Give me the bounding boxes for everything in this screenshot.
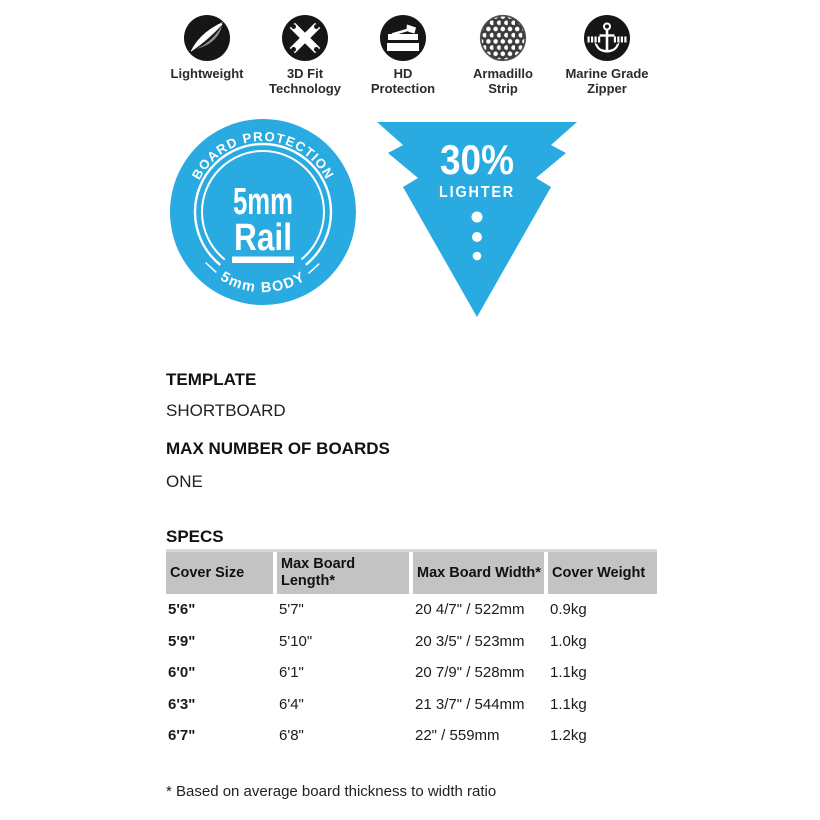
badge-rail-text: Rail xyxy=(234,217,292,259)
table-cell: 1.1kg xyxy=(550,695,587,713)
table-cell: 5'9" xyxy=(168,632,196,650)
feature-marine-zipper: Marine Grade Zipper xyxy=(552,14,662,96)
badge-dot xyxy=(472,251,482,261)
anchor-zipper-icon xyxy=(584,15,630,61)
feature-label: Lightweight xyxy=(170,66,244,81)
padded-bars-hammer-icon xyxy=(380,15,426,61)
specs-heading: SPECS xyxy=(166,527,224,546)
table-cell: 6'1" xyxy=(279,664,304,682)
table-cell: 6'4" xyxy=(279,695,304,713)
table-cell: 20 7/9" / 528mm xyxy=(415,664,525,682)
badge-dot xyxy=(471,211,483,223)
feature-hd-protection: HD Protection xyxy=(348,14,458,96)
table-cell: 1.2kg xyxy=(550,727,587,745)
badge-30pct-text: 30% xyxy=(440,136,514,183)
specs-table: Cover Size Max Board Length* Max Board Wid… xyxy=(166,552,657,752)
table-top-border xyxy=(166,549,657,552)
feature-lightweight: Lightweight xyxy=(152,14,262,81)
feature-3d-fit: 3D Fit Technology xyxy=(250,14,360,96)
max-boards-value: ONE xyxy=(166,472,203,491)
table-cell: 5'7" xyxy=(279,601,304,619)
table-cell: 0.9kg xyxy=(550,601,587,619)
honeycomb-mesh-icon xyxy=(479,14,527,62)
feature-armadillo-strip: Armadillo Strip xyxy=(448,14,558,96)
template-value: SHORTBOARD xyxy=(166,401,286,420)
table-cell: 20 4/7" / 522mm xyxy=(415,601,525,619)
crossed-straps-icon xyxy=(282,15,328,61)
table-cell: 22" / 559mm xyxy=(415,727,500,745)
feature-label: HD Protection xyxy=(370,66,436,96)
table-header-cell: Max Board Width* xyxy=(413,552,544,594)
table-header-cell: Cover Weight xyxy=(548,552,657,594)
badge-5mm-text: 5mm xyxy=(233,181,293,223)
template-heading: TEMPLATE xyxy=(166,370,257,389)
table-cell: 20 3/5" / 523mm xyxy=(415,632,525,650)
table-cell: 5'10" xyxy=(279,632,313,650)
table-header-cell: Cover Size xyxy=(166,552,273,594)
max-boards-heading: MAX NUMBER OF BOARDS xyxy=(166,439,390,458)
feather-icon xyxy=(184,15,230,61)
lighter-triangle-badge: 30% LIGHTER xyxy=(377,122,577,317)
badge-dot xyxy=(472,232,482,242)
badge-underline xyxy=(232,256,294,263)
table-cell: 21 3/7" / 544mm xyxy=(415,695,525,713)
table-cell: 1.0kg xyxy=(550,632,587,650)
table-cell: 6'7" xyxy=(168,727,196,745)
table-cell: 6'8" xyxy=(279,727,304,745)
table-cell: 5'6" xyxy=(168,601,196,619)
feature-label: Armadillo Strip xyxy=(473,66,533,96)
table-cell: 6'3" xyxy=(168,695,196,713)
feature-label: 3D Fit Technology xyxy=(269,66,341,96)
rail-protection-badge: — BOARD PROTECTION — 5mm Rail — 5mm BODY… xyxy=(169,118,356,305)
table-cell: 6'0" xyxy=(168,664,196,682)
table-cell: 1.1kg xyxy=(550,664,587,682)
table-header-cell: Max Board Length* xyxy=(277,552,409,594)
badge-lighter-text: LIGHTER xyxy=(439,184,515,201)
footnote: * Based on average board thickness to wi… xyxy=(166,783,497,800)
feature-label: Marine Grade Zipper xyxy=(565,66,649,96)
